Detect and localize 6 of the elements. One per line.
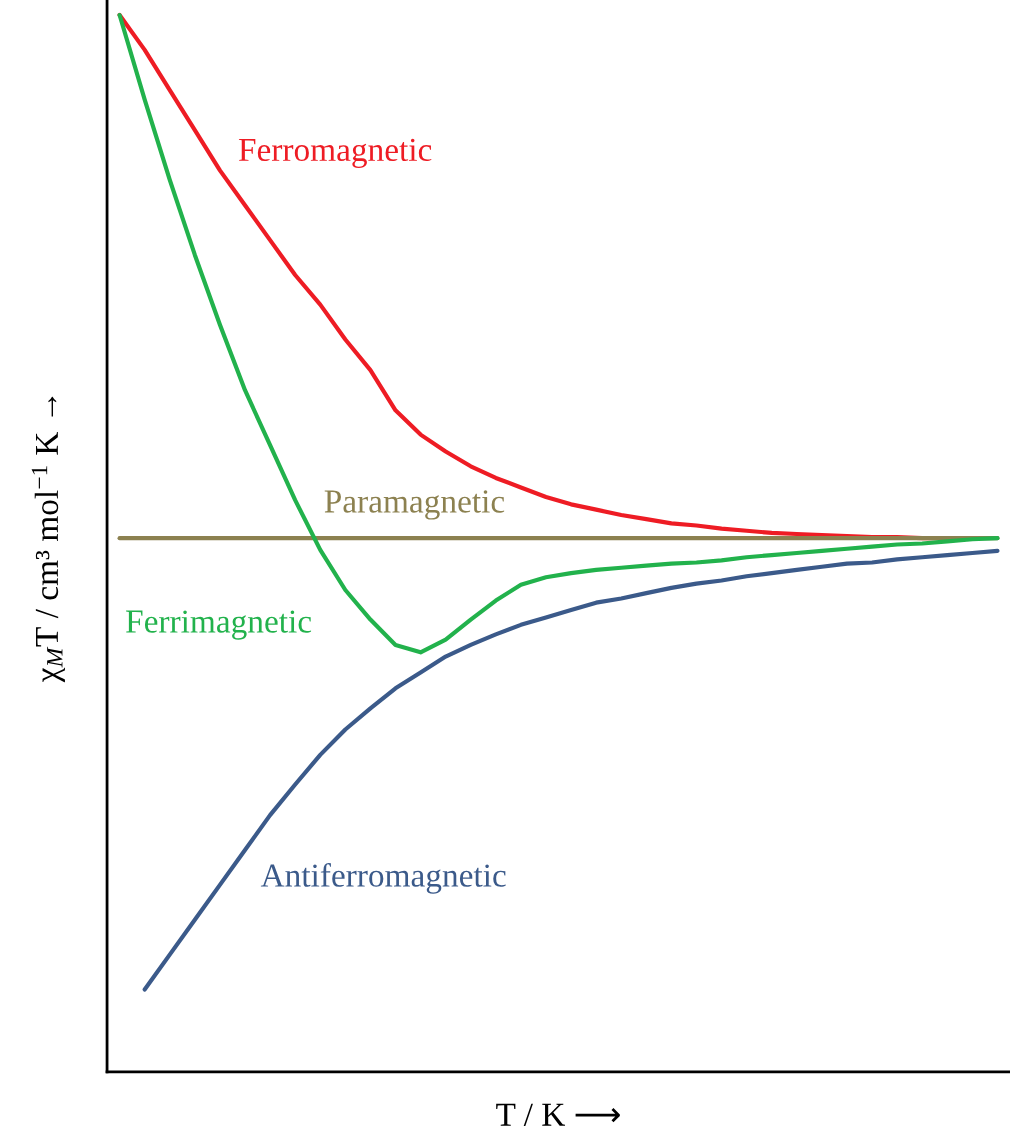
x-axis-title: T / K ⟶ — [496, 1103, 620, 1126]
series-label: Antiferromagnetic — [260, 863, 506, 894]
series-label: Ferrimagnetic — [126, 610, 312, 640]
series-label: Ferromagnetic — [238, 138, 432, 168]
series-label: Paramagnetic — [324, 490, 505, 520]
y-axis-title: χ$_{M}$T / cm³ mol$^{−1}$ K → — [31, 396, 65, 683]
